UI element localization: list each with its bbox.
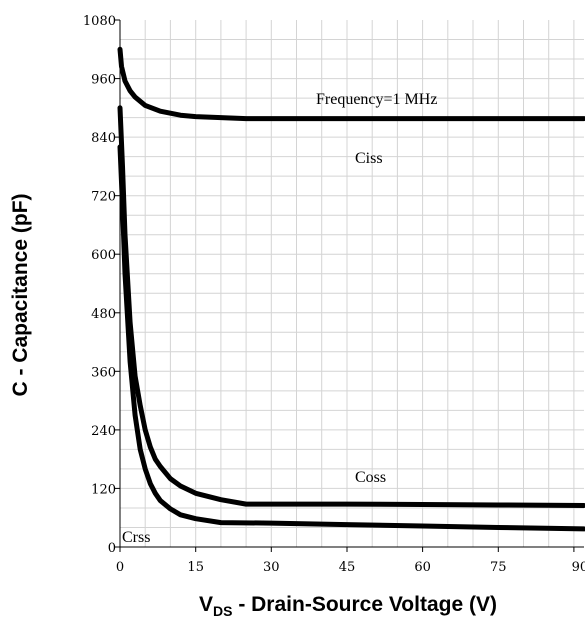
x-tick-label: 0 bbox=[116, 560, 124, 575]
x-axis-title-prefix: V bbox=[199, 593, 213, 616]
x-tick-label: 60 bbox=[414, 560, 431, 575]
plot-frame bbox=[115, 19, 584, 552]
grid bbox=[120, 20, 584, 547]
series-line-ciss bbox=[117, 46, 585, 122]
y-tick-label: 120 bbox=[91, 482, 116, 497]
y-tick-label: 480 bbox=[91, 307, 116, 322]
y-tick-label: 1080 bbox=[83, 14, 116, 29]
y-tick-label: 960 bbox=[91, 73, 116, 88]
y-axis-title: C - Capacitance (pF) bbox=[9, 193, 32, 396]
x-tick-label: 75 bbox=[490, 560, 507, 575]
x-axis-title-subscript: DS bbox=[213, 603, 232, 619]
series-line-crss bbox=[117, 144, 585, 532]
y-tick-label: 0 bbox=[108, 541, 116, 556]
y-tick-label: 360 bbox=[91, 365, 116, 380]
x-axis-title: VDS - Drain-Source Voltage (V) bbox=[199, 593, 497, 619]
y-tick-label: 720 bbox=[91, 190, 116, 205]
x-tick-label: 90 bbox=[572, 560, 585, 575]
x-axis-title-suffix: - Drain-Source Voltage (V) bbox=[232, 593, 496, 616]
annotation-frequency: Frequency=1 MHz bbox=[316, 91, 437, 108]
annotation-crss: Crss bbox=[122, 529, 150, 546]
curves bbox=[117, 46, 585, 532]
y-tick-label: 600 bbox=[91, 248, 116, 263]
annotation-coss: Coss bbox=[355, 469, 386, 486]
series-line-coss bbox=[117, 105, 585, 508]
y-tick-label: 240 bbox=[91, 424, 116, 439]
x-tick-label: 30 bbox=[263, 560, 280, 575]
tick-labels: 0 120 240 360 480 600 720 840 960 1080 0 15 30 45 60 75… bbox=[83, 14, 585, 575]
y-tick-label: 840 bbox=[91, 131, 116, 146]
x-tick-label: 45 bbox=[339, 560, 356, 575]
x-tick-label: 15 bbox=[187, 560, 204, 575]
annotation-ciss: Ciss bbox=[355, 150, 383, 167]
